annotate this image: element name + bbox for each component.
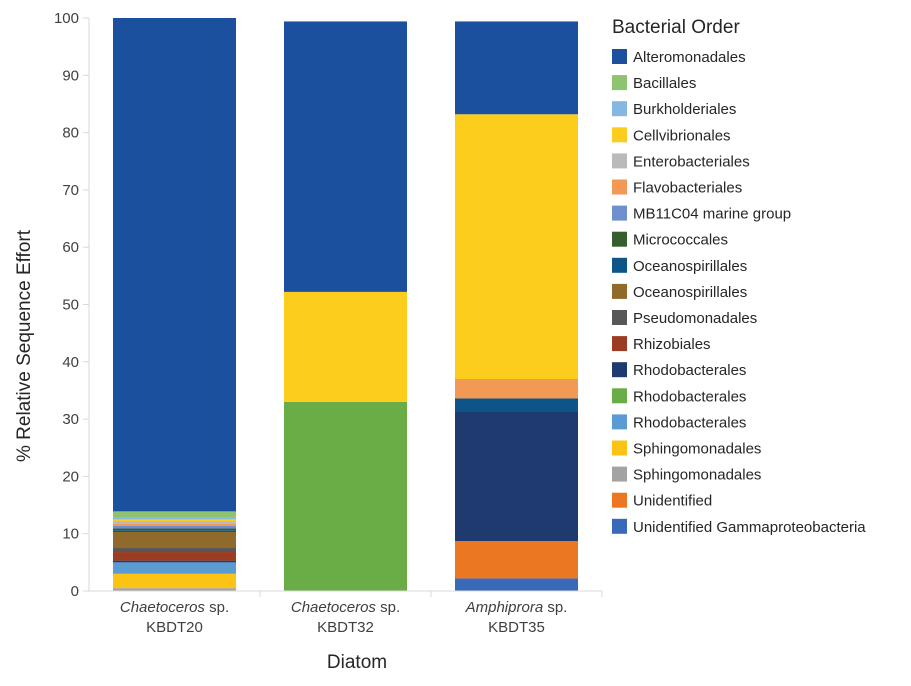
x-tick-label-code: KBDT20	[146, 619, 203, 636]
bar-segment	[455, 578, 578, 591]
legend-label: Cellvibrionales	[633, 127, 731, 144]
legend-label: Rhodobacterales	[633, 414, 746, 431]
legend-label: Pseudomonadales	[633, 310, 757, 327]
legend-swatch	[612, 388, 627, 404]
bar-segment	[113, 562, 236, 574]
bar-segment	[113, 531, 236, 549]
legend-label: Alteromonadales	[633, 49, 746, 66]
legend-label: Unidentified Gammaproteobacteria	[633, 519, 866, 536]
bar-segment	[113, 511, 236, 518]
bar-segment	[455, 411, 578, 542]
bar-segment	[113, 528, 236, 531]
legend-swatch	[612, 518, 627, 534]
y-tick-label: 70	[62, 182, 79, 199]
bar-segment	[113, 517, 236, 520]
y-tick-label: 80	[62, 125, 79, 142]
legend-swatch	[612, 101, 627, 117]
bar-segment	[113, 588, 236, 591]
y-tick-label: 0	[71, 583, 79, 600]
axes: 0 10 20 30 40 50 60 70 80 90 100 Chaetoceros sp. KBD…	[54, 10, 603, 636]
legend-label: Rhizobiales	[633, 336, 711, 353]
legend-swatch	[612, 336, 627, 352]
legend-swatch	[612, 440, 627, 456]
bar-segment	[455, 541, 578, 579]
legend-swatch	[612, 362, 627, 378]
legend-label: Oceanospirillales	[633, 284, 747, 301]
bar-segment	[455, 378, 578, 399]
legend-label: Micrococcales	[633, 232, 728, 249]
legend-swatch	[612, 179, 627, 195]
x-tick-label: Chaetoceros sp.	[120, 599, 229, 616]
bar-segment	[113, 530, 236, 532]
y-tick-label: 40	[62, 354, 79, 371]
legend: Alteromonadales Bacillales Burkholderiales…	[612, 49, 866, 536]
y-tick-label: 10	[62, 526, 79, 543]
legend-label: Enterobacteriales	[633, 153, 750, 170]
legend-label: Rhodobacterales	[633, 362, 746, 379]
bar-segment	[113, 573, 236, 589]
legend-swatch	[612, 49, 627, 64]
legend-swatch	[612, 492, 627, 508]
legend-swatch	[612, 231, 627, 247]
bar-segment	[113, 548, 236, 553]
bar-segment	[455, 398, 578, 412]
bar-segment	[113, 523, 236, 526]
y-tick-label: 60	[62, 239, 79, 256]
legend-label: Burkholderiales	[633, 101, 736, 118]
x-axis-title: Diatom	[327, 652, 387, 673]
legend-swatch	[612, 310, 627, 325]
bar-segment	[284, 291, 407, 402]
legend-swatch	[612, 257, 627, 273]
bar-segment	[455, 21, 578, 115]
bar-segment	[113, 18, 236, 512]
y-tick-label: 30	[62, 411, 79, 428]
legend-label: Bacillales	[633, 75, 696, 92]
x-tick-label: Amphiprora sp.	[465, 599, 568, 616]
y-tick-label: 20	[62, 468, 79, 485]
legend-label: Sphingomonadales	[633, 441, 761, 458]
legend-swatch	[612, 153, 627, 169]
y-axis-title: % Relative Sequence Effort	[14, 229, 35, 462]
bar-segment	[455, 114, 578, 379]
legend-label: Rhodobacterales	[633, 388, 746, 405]
legend-swatch	[612, 127, 627, 143]
legend-label: MB11C04 marine group	[633, 206, 791, 223]
legend-swatch	[612, 283, 627, 299]
legend-label: Oceanospirillales	[633, 258, 747, 275]
legend-swatch	[612, 466, 627, 482]
legend-swatch	[612, 75, 627, 91]
bar-segment	[113, 521, 236, 524]
x-tick-label-code: KBDT35	[488, 619, 545, 636]
bar-segment	[284, 21, 407, 292]
y-tick-label: 90	[62, 67, 79, 84]
legend-swatch	[612, 205, 627, 221]
plot-area	[113, 18, 578, 591]
y-tick-label: 50	[62, 297, 79, 314]
legend-swatch	[612, 414, 627, 430]
bar-segment	[284, 401, 407, 591]
x-tick-label: Chaetoceros sp.	[291, 599, 400, 616]
y-tick-label: 100	[54, 10, 79, 27]
bar-segment	[113, 560, 236, 563]
bar-segment	[113, 525, 236, 529]
bar-segment	[113, 519, 236, 522]
legend-label: Unidentified	[633, 493, 712, 510]
x-tick-label-code: KBDT32	[317, 619, 374, 636]
legend-title: Bacterial Order	[612, 17, 740, 38]
legend-label: Sphingomonadales	[633, 467, 761, 484]
bar-segment	[113, 552, 236, 561]
legend-label: Flavobacteriales	[633, 180, 742, 197]
